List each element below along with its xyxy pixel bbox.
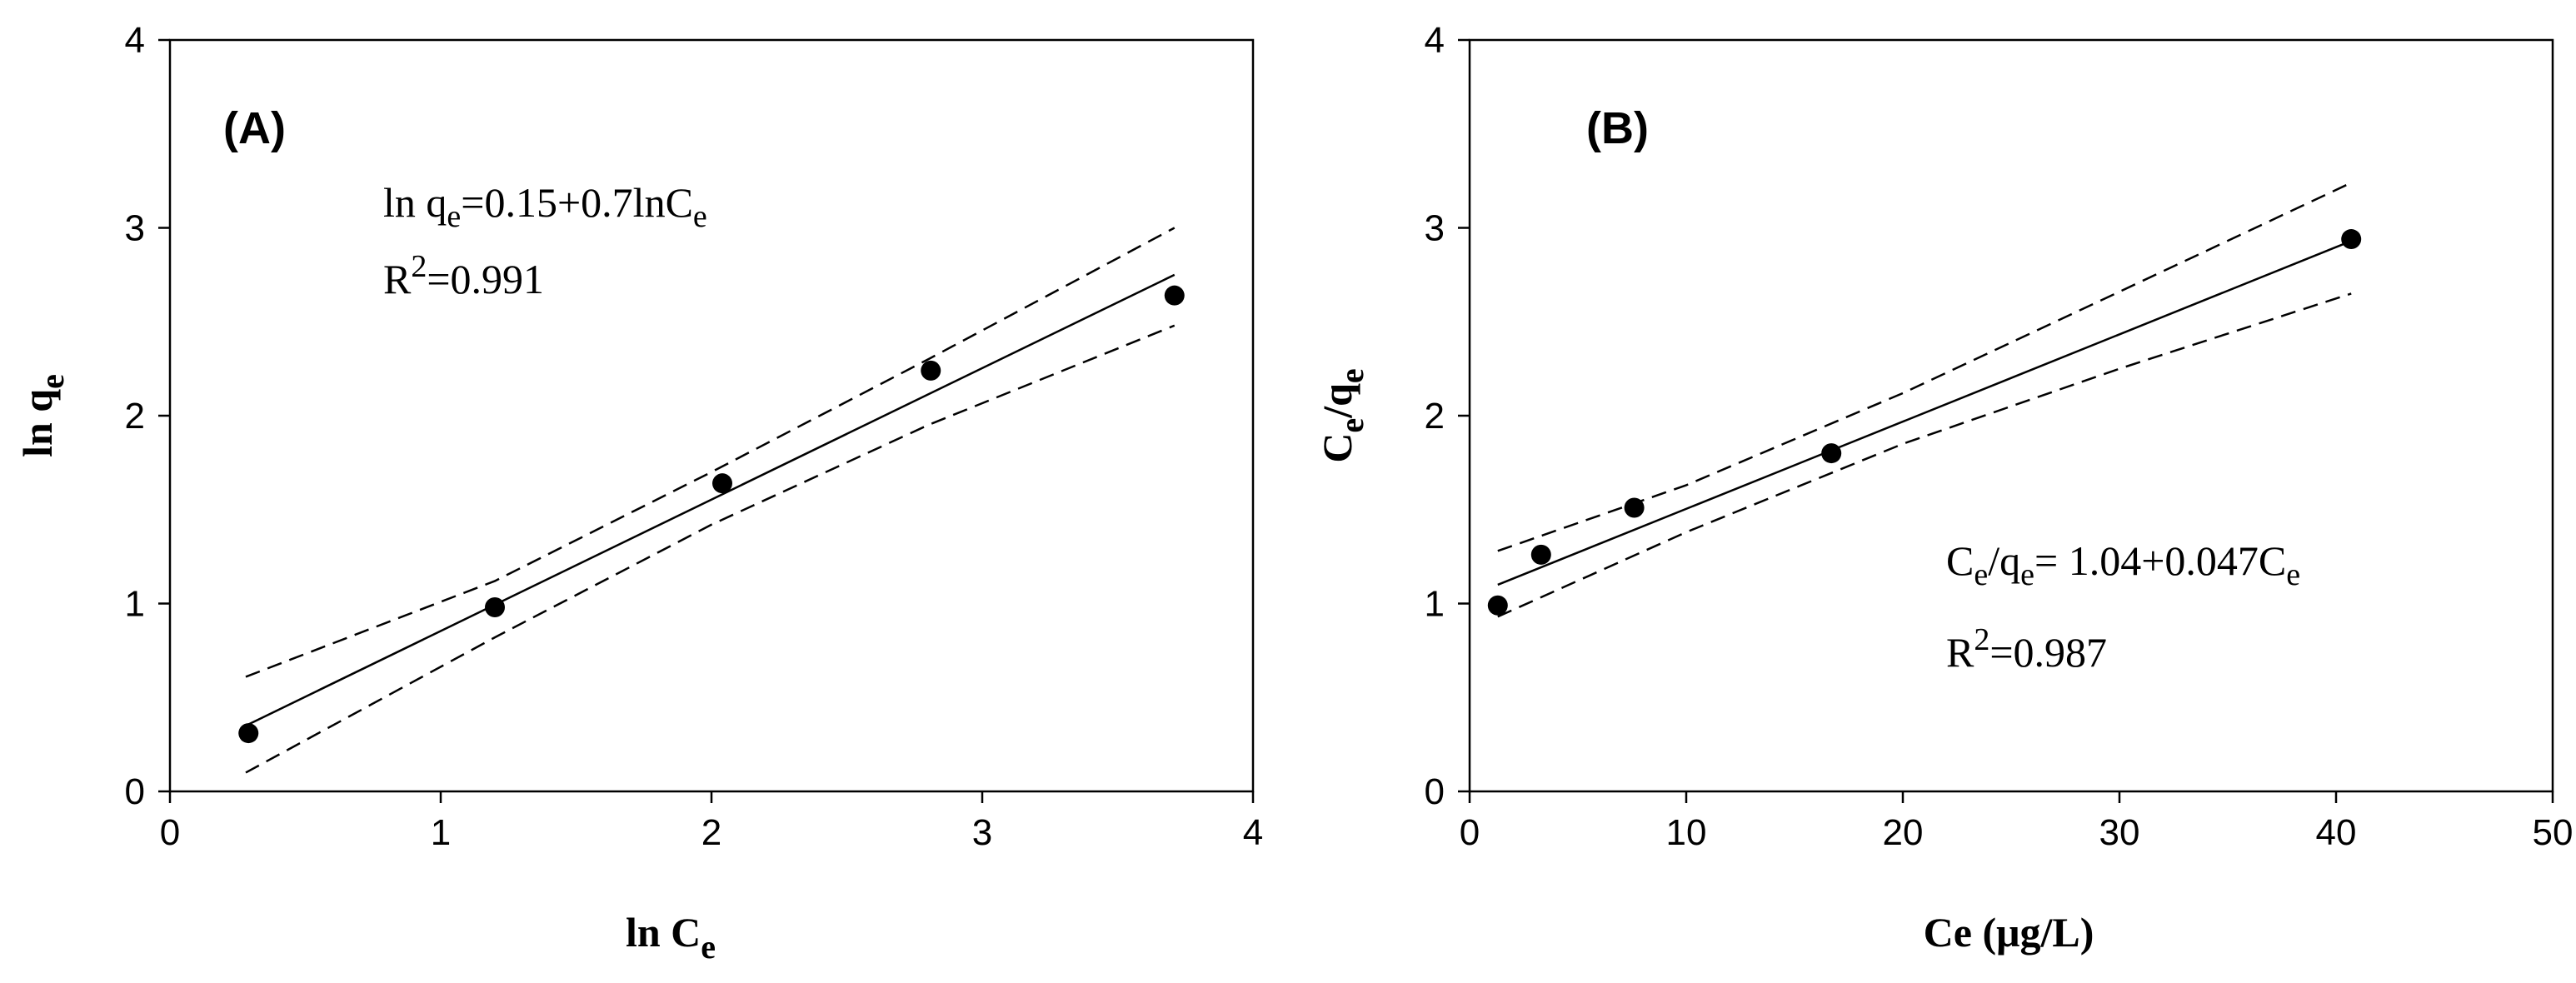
panel-b-data-point [1530, 544, 1551, 565]
panel-b-x-tick-label: 20 [1883, 812, 1924, 853]
panel-b-data-point [1624, 497, 1645, 518]
panel-a-regression-line [245, 273, 1176, 727]
panel-b-y-tick-label: 3 [1425, 208, 1445, 249]
panel-b-x-tick-label: 10 [1666, 812, 1707, 853]
panel-a-data-point [1164, 285, 1185, 306]
panel-a-confidence-lower [245, 324, 1176, 774]
panel-a-y-tick-label: 2 [125, 396, 145, 437]
panel-a-data-point [921, 360, 941, 381]
panel-b-r-squared: R2=0.987 [1946, 622, 2107, 676]
panel-a-data-point [485, 597, 505, 618]
panel-b-panel-label: (B) [1586, 103, 1649, 153]
panel-a-y-tick-label: 3 [125, 208, 145, 249]
panel-b-x-tick-label: 0 [1460, 812, 1480, 853]
panel-a-data-point [712, 473, 732, 494]
panel-b-y-tick-label: 0 [1425, 771, 1445, 812]
panel-a-x-tick-label: 4 [1243, 812, 1263, 853]
panel-b: 0 10 20 30 40 50 0 1 2 3 4 (B) Ce/qe= 1.04+0.047Ce R2… [1314, 20, 2573, 956]
panel-a-equation: ln qe=0.15+0.7lnCe [383, 179, 707, 234]
panel-b-y-tick-label: 1 [1425, 584, 1445, 625]
panel-b-x-tick-label: 40 [2316, 812, 2357, 853]
panel-b-y-tick-label: 2 [1425, 396, 1445, 437]
panel-a-x-tick-label: 1 [431, 812, 451, 853]
panel-b-x-axis-label: Ce (μg/L) [1924, 909, 2094, 956]
panel-b-equation: Ce/qe= 1.04+0.047Ce [1946, 537, 2300, 592]
panel-b-data-point [1821, 443, 1842, 464]
panel-b-data-point [1487, 595, 1508, 616]
panel-a-frame [168, 38, 1255, 793]
panel-a-x-tick-label: 2 [701, 812, 721, 853]
panel-b-regression-line [1497, 240, 2352, 586]
panel-a-y-tick-label: 4 [125, 20, 145, 61]
panel-a-data-point [238, 723, 259, 744]
panel-a-x-tick-label: 3 [972, 812, 992, 853]
panel-b-x-tick-label: 30 [2099, 812, 2140, 853]
panel-b-data-point [2341, 229, 2362, 250]
panel-b-x-tick-label: 50 [2533, 812, 2574, 853]
panel-a-r-squared: R2=0.991 [383, 249, 544, 302]
panel-a-panel-label: (A) [223, 103, 286, 153]
panel-b-confidence-lower [1497, 292, 2352, 618]
panel-a-confidence-upper [245, 227, 1176, 678]
panel-a-y-axis-label: ln qe [14, 374, 71, 457]
panel-a-x-axis-label: ln Ce [626, 909, 716, 966]
panel-a-y-tick-label: 0 [125, 771, 145, 812]
panel-b-confidence-upper [1497, 182, 2352, 552]
panel-a-y-tick-label: 1 [125, 584, 145, 625]
panel-a: 0 1 2 3 4 0 1 2 3 4 (A) ln qe=0.15+0.7lnCe R2=0.991 l… [14, 20, 1263, 966]
panel-b-y-tick-label: 4 [1425, 20, 1445, 61]
panel-b-y-axis-label: Ce/qe [1314, 368, 1370, 462]
panel-a-x-tick-label: 0 [160, 812, 180, 853]
